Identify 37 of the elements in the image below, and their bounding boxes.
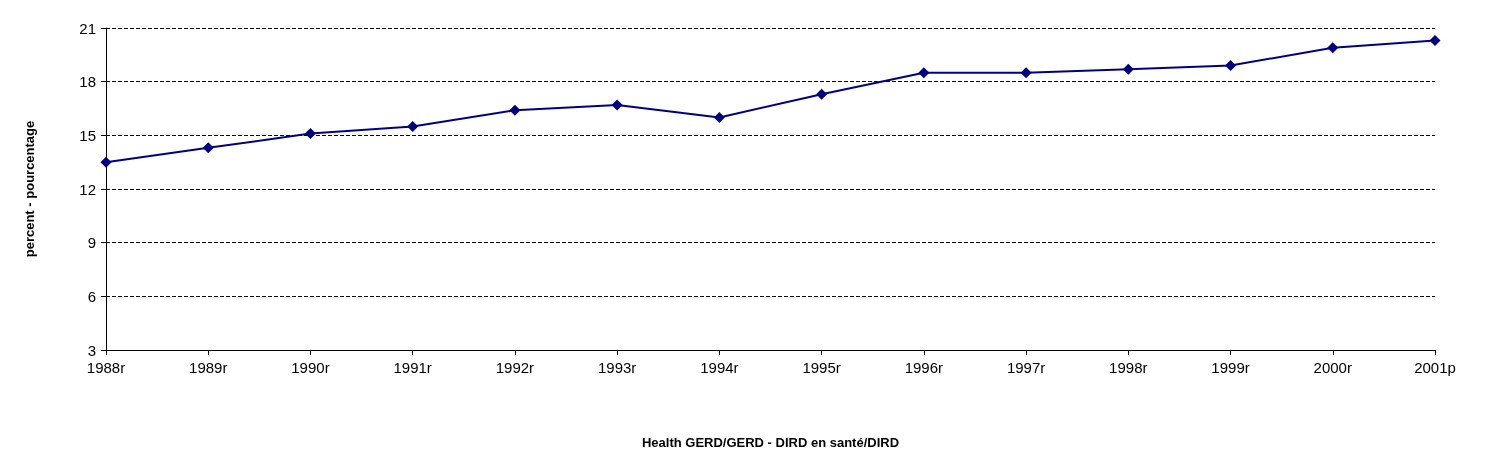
- point: [1122, 63, 1134, 75]
- y-tick-label: 3: [87, 341, 96, 359]
- y-tick-label: 12: [79, 180, 96, 198]
- y-tick-label: 15: [79, 126, 96, 144]
- x-tick-label: 1999r: [1211, 359, 1250, 376]
- point: [713, 111, 725, 123]
- x-tick-label: 1990r: [291, 359, 330, 376]
- point: [816, 88, 828, 100]
- x-tick-label: 1988r: [86, 359, 126, 376]
- x-tick-label: 1993r: [597, 359, 637, 376]
- point: [1020, 67, 1032, 79]
- point: [1327, 42, 1339, 54]
- point: [202, 142, 214, 154]
- point: [918, 67, 930, 79]
- point: [509, 104, 521, 116]
- y-axis-title: percent - pourcentage: [22, 120, 37, 258]
- point: [611, 99, 623, 111]
- x-tick-label: 1989r: [189, 359, 228, 376]
- x-tick-label: 2000r: [1313, 359, 1352, 376]
- x-tick-label: 1992r: [495, 359, 535, 376]
- point: [1429, 35, 1441, 47]
- point: [1225, 60, 1237, 72]
- x-tick-label: 1997r: [1006, 359, 1046, 376]
- x-axis-title: Health GERD/GERD - DIRD en santé/DIRD: [641, 435, 900, 450]
- x-tick-label: 1991r: [393, 359, 432, 376]
- x-tick-label: 2001p: [1414, 359, 1456, 376]
- y-tick-label: 6: [87, 287, 96, 305]
- point: [304, 128, 316, 140]
- point: [407, 120, 419, 132]
- y-tick-label: 21: [79, 19, 96, 37]
- x-tick-label: 1995r: [802, 359, 841, 376]
- point: [100, 156, 112, 168]
- x-tick-label: 1994r: [700, 359, 739, 376]
- y-tick-label: 18: [79, 73, 96, 91]
- x-tick-label: 1998r: [1109, 359, 1148, 376]
- y-tick-label: 9: [87, 234, 96, 252]
- x-tick-label: 1996r: [904, 359, 944, 376]
